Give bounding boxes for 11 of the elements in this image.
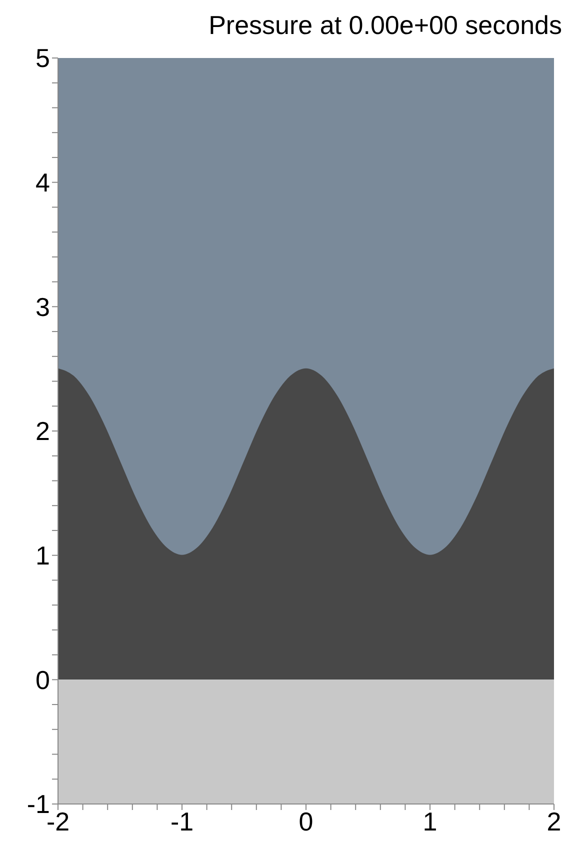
x-tick-label: 2 — [546, 806, 562, 836]
y-tick-label: 4 — [36, 168, 50, 198]
chart-title: Pressure at 0.00e+00 seconds — [208, 9, 563, 42]
x-tick-label: 0 — [298, 806, 314, 836]
y-tick-label: 5 — [36, 43, 50, 74]
x-tick-label: 1 — [422, 806, 438, 836]
y-tick-label: 1 — [36, 540, 50, 571]
y-tick-label: 3 — [36, 292, 50, 322]
y-tick-label: 0 — [36, 664, 50, 695]
x-tick-label: -1 — [170, 806, 194, 836]
y-tick-label: 2 — [36, 416, 50, 446]
